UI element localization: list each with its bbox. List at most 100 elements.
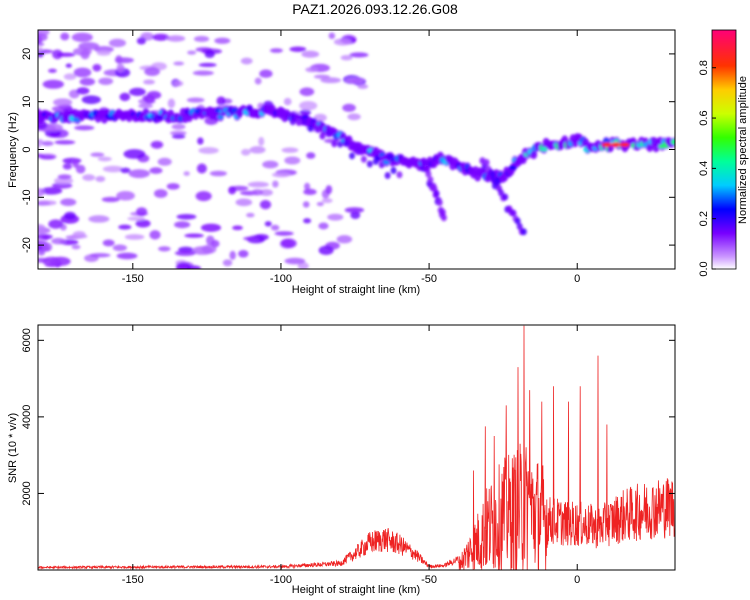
noise-blob bbox=[157, 157, 172, 166]
colorbar-tick-label: 0.6 bbox=[698, 110, 710, 125]
snr-plot-area bbox=[38, 325, 675, 570]
noise-blob bbox=[318, 245, 334, 256]
spectrogram-amplitude-field bbox=[38, 30, 675, 269]
noise-blob bbox=[65, 63, 72, 68]
noise-blob bbox=[136, 37, 147, 45]
x-tick-label: -50 bbox=[421, 273, 437, 285]
noise-blob bbox=[272, 180, 279, 188]
noise-blob bbox=[75, 164, 86, 174]
x-tick-label: -150 bbox=[122, 574, 144, 586]
noise-blob bbox=[95, 176, 106, 183]
noise-blob bbox=[54, 177, 74, 185]
noise-blob bbox=[232, 225, 243, 231]
noise-blob bbox=[143, 79, 155, 85]
noise-blob bbox=[108, 38, 127, 48]
branch-blob bbox=[349, 152, 356, 160]
noise-blob bbox=[92, 64, 102, 72]
noise-blob bbox=[271, 172, 291, 178]
noise-blob bbox=[93, 46, 114, 53]
noise-blob bbox=[171, 123, 186, 130]
noise-blob bbox=[38, 187, 45, 198]
noise-blob bbox=[229, 250, 236, 260]
noise-blob bbox=[167, 98, 176, 109]
noise-blob bbox=[170, 130, 187, 136]
noise-blob bbox=[176, 213, 197, 220]
noise-blob bbox=[101, 196, 120, 203]
noise-blob bbox=[63, 73, 77, 80]
noise-blob bbox=[357, 83, 369, 89]
spectrogram-x-label: Height of straight line (km) bbox=[292, 284, 420, 296]
noise-blob bbox=[313, 74, 330, 79]
noise-blob bbox=[71, 244, 81, 250]
snr-x-label: Height of straight line (km) bbox=[292, 584, 420, 596]
noise-blob bbox=[118, 224, 132, 230]
noise-blob bbox=[56, 52, 76, 57]
snr-series-line bbox=[38, 325, 675, 570]
branch-blob bbox=[313, 124, 320, 132]
noise-blob bbox=[349, 52, 369, 58]
noise-blob bbox=[258, 136, 265, 146]
colorbar-label: Normalized spectral amplitude bbox=[737, 76, 749, 224]
noise-blob bbox=[38, 223, 46, 231]
branch-blob bbox=[337, 140, 344, 148]
noise-blob bbox=[316, 201, 324, 207]
noise-blob bbox=[269, 48, 283, 53]
y-tick-label: 6000 bbox=[21, 328, 33, 352]
branch-blob bbox=[372, 157, 379, 165]
snr-frame bbox=[37, 324, 676, 571]
noise-blob bbox=[197, 137, 204, 145]
noise-blob bbox=[321, 198, 333, 204]
x-tick-label: -100 bbox=[270, 574, 292, 586]
noise-blob bbox=[247, 181, 270, 188]
branch-blob bbox=[514, 217, 521, 225]
noise-blob bbox=[116, 252, 138, 260]
noise-blob bbox=[135, 219, 151, 228]
noise-blob bbox=[240, 57, 253, 65]
y-tick-label: 4000 bbox=[21, 405, 33, 429]
noise-blob bbox=[209, 170, 227, 177]
branch-blob bbox=[425, 170, 432, 178]
y-tick-label: 10 bbox=[21, 96, 33, 108]
noise-blob bbox=[174, 221, 191, 229]
branch-blob bbox=[354, 148, 361, 156]
noise-blob bbox=[344, 207, 365, 213]
noise-blob bbox=[51, 237, 66, 245]
noise-blob bbox=[320, 77, 342, 84]
noise-blob bbox=[318, 222, 329, 230]
branch-blob bbox=[360, 155, 367, 163]
colorbar-tick-label: 0.8 bbox=[698, 60, 710, 75]
noise-blob bbox=[119, 92, 131, 102]
branch-blob bbox=[390, 167, 397, 175]
branch-blob bbox=[319, 132, 326, 140]
noise-blob bbox=[39, 155, 56, 160]
noise-blob bbox=[40, 187, 63, 195]
noise-blob bbox=[235, 198, 253, 207]
noise-blob bbox=[325, 185, 333, 195]
noise-blob bbox=[173, 61, 185, 66]
noise-blob bbox=[270, 224, 280, 231]
noise-blob bbox=[175, 262, 191, 269]
colorbar-ticks: 0.0 0.2 0.4 0.6 0.8 bbox=[698, 60, 716, 277]
branch-blob bbox=[378, 161, 385, 169]
noise-blob bbox=[345, 77, 364, 84]
snr-y-ticks: 2000 4000 6000 bbox=[21, 328, 675, 506]
noise-blob bbox=[153, 189, 168, 198]
branch-blob bbox=[439, 208, 446, 216]
noise-blob bbox=[347, 113, 361, 121]
noise-blob bbox=[222, 259, 233, 267]
branch-blob bbox=[436, 199, 443, 207]
noise-blob bbox=[254, 77, 262, 85]
colorbar-tick-label: 0.4 bbox=[698, 161, 710, 176]
noise-blob bbox=[342, 103, 356, 112]
noise-blob bbox=[336, 235, 353, 244]
ridge-core bbox=[670, 139, 675, 145]
branch-blob bbox=[343, 139, 350, 147]
noise-blob bbox=[72, 47, 92, 56]
noise-blob bbox=[198, 147, 219, 154]
noise-blob bbox=[327, 213, 344, 221]
noise-blob bbox=[158, 246, 171, 252]
branch-blob bbox=[493, 179, 500, 187]
branch-blob bbox=[510, 209, 517, 217]
noise-blob bbox=[124, 234, 145, 240]
